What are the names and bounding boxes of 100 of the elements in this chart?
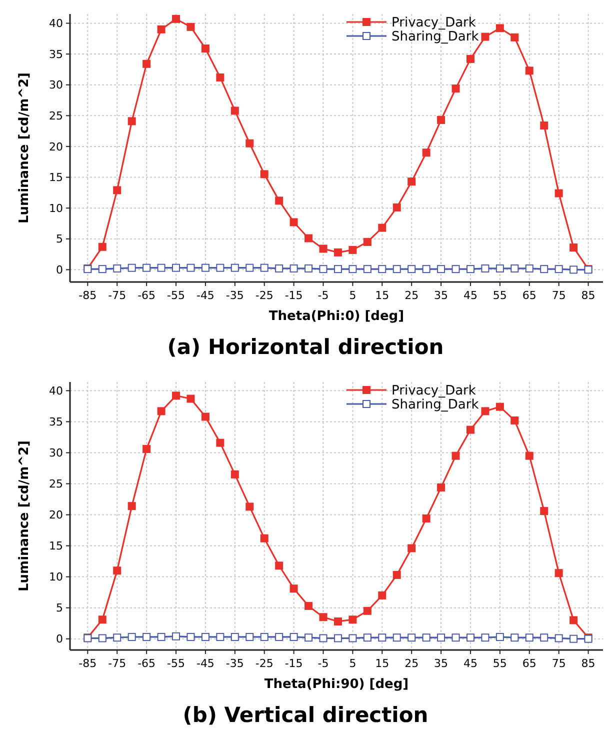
point (334, 617, 342, 626)
point (157, 407, 166, 416)
point (186, 22, 195, 31)
x-tick-label: -15 (284, 657, 303, 670)
point (216, 73, 224, 82)
y-tick-label: 35 (49, 416, 63, 429)
point (510, 33, 519, 42)
point (113, 634, 122, 642)
point (98, 634, 106, 642)
point (570, 266, 578, 274)
point (230, 106, 239, 115)
point (216, 438, 224, 447)
point (113, 566, 122, 575)
point (554, 634, 563, 642)
x-tick-label: 55 (492, 657, 507, 670)
x-tick-label: -25 (255, 657, 274, 670)
y-tick-label: 25 (49, 110, 63, 123)
point (525, 634, 534, 642)
point (363, 238, 372, 246)
point (186, 632, 195, 641)
y-tick-label: 0 (56, 264, 63, 277)
point (525, 264, 534, 272)
x-tick-label: 25 (404, 657, 419, 670)
point (510, 264, 519, 272)
point (481, 264, 490, 272)
x-tick-label: 45 (463, 657, 478, 670)
point (128, 502, 136, 510)
point (172, 14, 180, 23)
legend-label: Sharing_Dark (392, 30, 480, 45)
point (570, 244, 578, 252)
point (363, 606, 372, 615)
point (378, 634, 386, 642)
point (172, 264, 180, 272)
x-tick-label: -75 (108, 657, 126, 670)
point (392, 265, 401, 274)
y-tick-label: 30 (49, 446, 63, 460)
point (334, 634, 342, 642)
x-tick-label: -5 (318, 289, 329, 302)
point (452, 84, 460, 93)
point (554, 265, 563, 274)
x-tick-label: 25 (404, 289, 419, 302)
point (540, 122, 548, 130)
y-tick-label: 40 (49, 17, 63, 30)
point (304, 264, 313, 272)
y-tick-label: 35 (49, 48, 63, 61)
x-tick-label: 55 (492, 289, 507, 302)
point (525, 452, 534, 460)
point (157, 632, 166, 641)
point (510, 416, 519, 424)
point (422, 265, 430, 274)
y-tick-label: 15 (49, 540, 63, 553)
point (540, 507, 548, 516)
point (319, 613, 328, 622)
legend-label: Privacy_Dark (392, 384, 476, 399)
point (466, 634, 474, 642)
point (422, 634, 430, 642)
point (290, 264, 298, 272)
x-tick-label: -45 (196, 289, 214, 302)
point (437, 634, 446, 642)
point (348, 634, 357, 642)
point (246, 264, 254, 272)
point (408, 265, 416, 274)
point (246, 139, 254, 148)
point (142, 264, 151, 272)
point (496, 24, 504, 32)
x-tick-label: -35 (226, 657, 244, 670)
point (275, 196, 284, 205)
x-axis-title: Theta(Phi:0) [deg] (268, 309, 404, 324)
point (98, 242, 106, 251)
point (510, 634, 519, 642)
point (540, 634, 548, 642)
point (304, 234, 313, 242)
point (422, 514, 430, 522)
point (201, 264, 210, 272)
point (554, 569, 563, 578)
point (98, 265, 106, 274)
point (290, 218, 298, 226)
point (570, 616, 578, 624)
x-tick-label: -85 (78, 289, 97, 302)
x-tick-label: 85 (581, 289, 596, 302)
y-tick-label: 5 (56, 232, 63, 246)
point (334, 248, 342, 256)
point (452, 634, 460, 642)
point (540, 265, 548, 274)
x-tick-label: 65 (522, 657, 536, 670)
x-tick-label: 45 (463, 289, 478, 302)
point (466, 54, 474, 63)
point (437, 116, 446, 124)
point (98, 616, 106, 624)
point (378, 224, 386, 232)
point (466, 265, 474, 274)
point (392, 570, 401, 579)
point (290, 632, 298, 641)
point (481, 32, 490, 41)
point (363, 265, 372, 274)
point (319, 265, 328, 274)
point (260, 264, 268, 272)
point (201, 412, 210, 421)
point (437, 265, 446, 274)
point (437, 483, 446, 492)
